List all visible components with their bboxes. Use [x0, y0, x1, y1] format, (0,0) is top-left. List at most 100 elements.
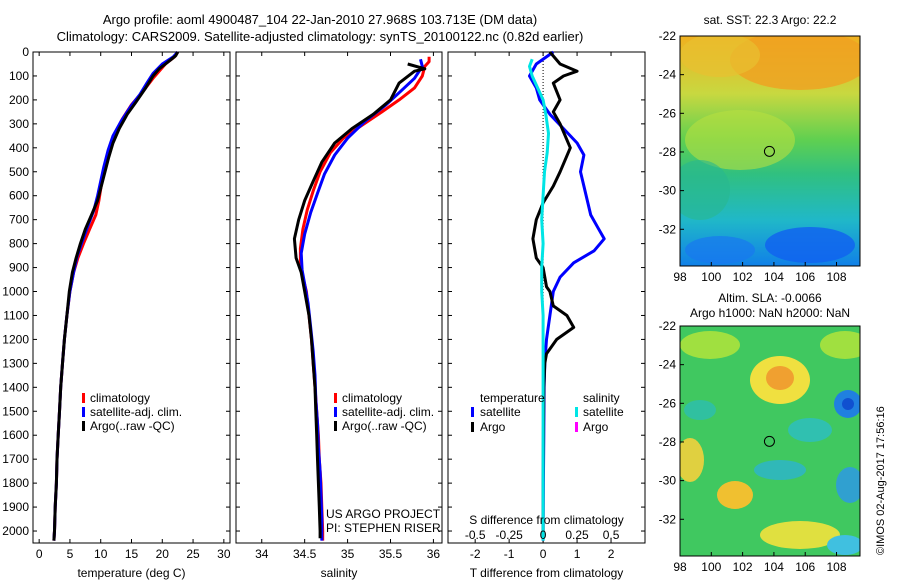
sst-map-title: sat. SST: 22.3 Argo: 22.2	[704, 13, 837, 27]
x-tick-label: 30	[217, 547, 231, 561]
map-y-tick-label: -32	[659, 512, 677, 526]
salinity-x-axis-label: salinity	[321, 566, 358, 580]
float-position-marker	[763, 145, 775, 157]
legend-heading-temperature: temperature	[480, 391, 545, 405]
map-x-tick-label: 100	[701, 560, 721, 574]
sst-map: sat. SST: 22.3 Argo: 22.2 98 100 102 104 106…	[659, 13, 861, 284]
legend-swatch-salinity-argo	[575, 422, 578, 432]
legend-swatch-satellite-adj-clim	[334, 407, 337, 417]
sla-map-subtitle: Argo h1000: NaN h2000: NaN	[690, 306, 850, 320]
y-tick-label: 1600	[2, 428, 29, 442]
legend-label-satellite-adj-clim: satellite-adj. clim.	[90, 405, 182, 419]
s-tick-label: 0.25	[565, 528, 589, 542]
legend-swatch-climatology	[82, 393, 85, 403]
temperature-panel: 0 5 10 15 20 25 30 0 100 200 300 400 500 600 700 800 90…	[2, 45, 231, 580]
y-tick-label: 1000	[2, 285, 29, 299]
map-x-tick-label: 98	[673, 560, 687, 574]
x-tick-label: 0	[540, 547, 547, 561]
map-x-tick-label: 104	[764, 560, 784, 574]
map-y-tick-label: -30	[659, 474, 677, 488]
map-y-tick-label: -24	[659, 358, 677, 372]
y-tick-label: 1800	[2, 476, 29, 490]
y-tick-label: 800	[9, 237, 29, 251]
x-tick-label: 25	[186, 547, 200, 561]
y-tick-label: 200	[9, 93, 29, 107]
float-position-marker	[763, 435, 775, 447]
s-tick-label: 0.5	[603, 528, 620, 542]
y-tick-label: 1400	[2, 380, 29, 394]
legend-label-argo-raw-qc: Argo(..raw -QC)	[342, 419, 427, 433]
y-tick-label: 1500	[2, 404, 29, 418]
sla-map-longitude-ticks: 98 100 102 104 106 108	[673, 552, 847, 574]
legend-label-climatology: climatology	[90, 391, 150, 405]
legend-swatch-satellite-adj-clim	[82, 407, 85, 417]
legend-label-temperature-argo: Argo	[480, 420, 506, 434]
y-tick-label: 500	[9, 165, 29, 179]
imos-timestamp: ©IMOS 02-Aug-2017 17:56:16	[875, 406, 887, 555]
x-tick-label: 36	[427, 547, 441, 561]
difference-panel: -2 -1 0 1 2 T difference from climatology S …	[447, 50, 646, 580]
y-tick-label: 1900	[2, 500, 29, 514]
legend-label-argo-raw-qc: Argo(..raw -QC)	[90, 419, 175, 433]
sst-map-field	[680, 36, 860, 266]
y-tick-label: 700	[9, 213, 29, 227]
temperature-series	[52, 50, 180, 541]
sst-map-latitude-ticks: -22 -24 -26 -28 -30 -32	[659, 29, 684, 236]
legend-label-temperature-satellite: satellite	[480, 405, 521, 419]
y-tick-label: 300	[9, 117, 29, 131]
map-y-tick-label: -32	[659, 222, 677, 236]
map-x-tick-label: 106	[795, 270, 815, 284]
figure-title-line1: Argo profile: aoml 4900487_104 22-Jan-20…	[102, 12, 538, 27]
y-tick-label: 1100	[3, 308, 29, 322]
map-x-tick-label: 104	[764, 270, 784, 284]
legend-swatch-climatology	[334, 393, 337, 403]
map-x-tick-label: 102	[733, 560, 753, 574]
figure-title-line2: Climatology: CARS2009. Satellite-adjuste…	[56, 29, 584, 44]
legend-heading-salinity: salinity	[583, 391, 620, 405]
sla-map-title: Altim. SLA: -0.0066	[718, 291, 822, 305]
map-x-tick-label: 100	[701, 270, 721, 284]
y-tick-label: 900	[9, 261, 29, 275]
sla-map-field	[680, 326, 860, 556]
map-y-tick-label: -30	[659, 184, 677, 198]
legend-swatch-temperature-satellite	[471, 407, 474, 417]
x-tick-label: 34	[255, 547, 269, 561]
y-tick-label: 1200	[2, 332, 29, 346]
map-y-tick-label: -28	[659, 435, 677, 449]
series-line-salinity-satellite	[528, 58, 550, 541]
salinity-x-ticks: 34 34.5 35 35.5 36	[255, 52, 440, 561]
s-tick-label: -0.25	[495, 528, 523, 542]
legend-swatch-temperature-argo	[471, 422, 474, 432]
y-tick-label: 1700	[2, 452, 29, 466]
x-tick-label: 34.5	[293, 547, 317, 561]
legend-label-climatology: climatology	[342, 391, 402, 405]
y-tick-label: 100	[9, 69, 29, 83]
difference-series	[528, 50, 606, 541]
annotation-line: US ARGO PROJECT	[326, 507, 441, 521]
x-tick-label: 0	[36, 547, 43, 561]
x-tick-label: 35	[341, 547, 355, 561]
x-tick-label: 35.5	[379, 547, 403, 561]
x-tick-label: 10	[94, 547, 108, 561]
map-x-tick-label: 108	[827, 270, 847, 284]
legend-label-satellite-adj-clim: satellite-adj. clim.	[342, 405, 434, 419]
legend-label-salinity-argo: Argo	[583, 420, 609, 434]
map-y-tick-label: -22	[659, 29, 677, 43]
t-difference-axis-label: T difference from climatology	[470, 566, 624, 580]
s-tick-label: -0.5	[465, 528, 486, 542]
x-tick-label: 2	[608, 547, 615, 561]
legend-swatch-argo-raw-qc	[82, 421, 85, 431]
map-y-tick-label: -26	[659, 106, 677, 120]
sst-map-longitude-ticks: 98 100 102 104 106 108	[673, 262, 847, 284]
s-difference-ticks: -0.5 -0.25 0 0.25 0.5	[465, 528, 620, 542]
map-x-tick-label: 98	[673, 270, 687, 284]
map-y-tick-label: -28	[659, 145, 677, 159]
y-tick-label: 600	[9, 189, 29, 203]
series-line-argo-raw-qc	[52, 51, 180, 541]
temperature-x-axis-label: temperature (deg C)	[77, 566, 185, 580]
salinity-panel: 34 34.5 35 35.5 36 salinity climatologysatel…	[235, 51, 443, 580]
legend-label-salinity-satellite: satellite	[583, 405, 624, 419]
